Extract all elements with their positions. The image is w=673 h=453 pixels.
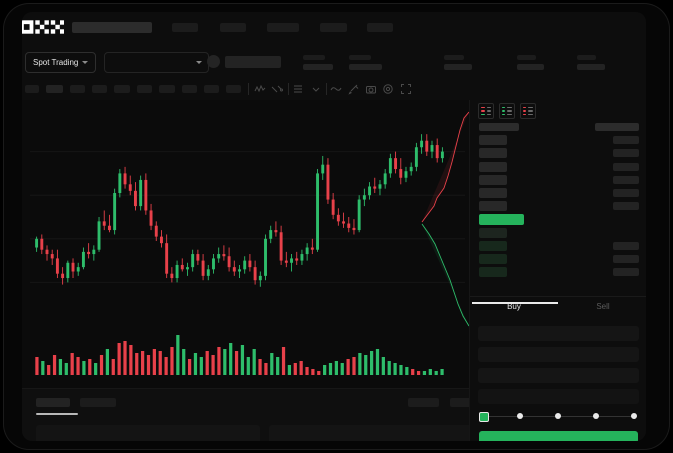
spot-trading-label: Spot Trading xyxy=(33,58,79,67)
bottom-tab-1[interactable] xyxy=(80,398,116,407)
orderbook-header-row xyxy=(470,122,646,132)
chart-toolbar xyxy=(22,78,646,101)
bottom-tab-0[interactable] xyxy=(36,398,70,407)
chevron-down-icon xyxy=(82,61,89,64)
chevron-down-icon[interactable] xyxy=(310,83,322,95)
tab-sell-label: Sell xyxy=(596,302,610,311)
bottom-action-0[interactable] xyxy=(408,398,439,407)
brush-icon[interactable] xyxy=(348,83,360,95)
interval-1m[interactable] xyxy=(25,85,39,93)
pair-avatar xyxy=(207,55,220,68)
volume-svg xyxy=(35,335,444,375)
orderbook-ask-row[interactable] xyxy=(470,187,646,198)
ticker-stat-2 xyxy=(444,55,472,70)
spot-trading-dropdown[interactable]: Spot Trading xyxy=(25,52,97,73)
camera-icon[interactable] xyxy=(365,83,377,95)
app-header xyxy=(22,12,646,46)
toolbar-separator xyxy=(326,83,327,95)
settings-icon[interactable] xyxy=(382,83,394,95)
tab-buy-underline xyxy=(472,302,558,304)
orders-panel xyxy=(22,388,491,441)
chevron-down-icon xyxy=(196,61,202,64)
price-chart[interactable] xyxy=(22,100,469,388)
price-field[interactable] xyxy=(478,347,639,362)
bottom-action-1[interactable] xyxy=(450,398,483,407)
toolbar-separator xyxy=(248,83,249,95)
orderbook-bids-icon[interactable] xyxy=(499,103,515,119)
interval-4h[interactable] xyxy=(137,85,152,93)
slider-dot-100[interactable] xyxy=(631,413,637,419)
interval-1mo[interactable] xyxy=(204,85,219,93)
slider-dot-50[interactable] xyxy=(555,413,561,419)
nav-item-4[interactable] xyxy=(367,23,393,32)
orderbook-ask-row[interactable] xyxy=(470,174,646,185)
submit-buy-button[interactable] xyxy=(479,431,638,441)
header-search-pill[interactable] xyxy=(72,22,152,33)
interval-1w[interactable] xyxy=(182,85,197,93)
interval-5m[interactable] xyxy=(46,85,63,93)
orderbook-asks-icon[interactable] xyxy=(520,103,536,119)
orders-card-1[interactable] xyxy=(269,425,491,441)
nav-item-3[interactable] xyxy=(320,23,347,32)
orderbook-last-price-row xyxy=(470,214,646,226)
interval-1d[interactable] xyxy=(159,85,175,93)
wave-icon[interactable] xyxy=(330,83,342,95)
last-price-highlight xyxy=(479,214,524,226)
orderbook-bid-row[interactable] xyxy=(470,267,646,278)
ticker-stat-4 xyxy=(577,55,605,70)
orderbook-rows[interactable] xyxy=(470,122,646,280)
depth-overlay xyxy=(421,111,469,327)
interval-1h[interactable] xyxy=(114,85,130,93)
orderbook-ask-row[interactable] xyxy=(470,135,646,146)
slider-dot-25[interactable] xyxy=(517,413,523,419)
interval-more[interactable] xyxy=(226,85,241,93)
interval-30m[interactable] xyxy=(92,85,107,93)
order-form xyxy=(470,322,646,441)
orderbook-bid-row[interactable] xyxy=(470,227,646,238)
buy-sell-tabs: Buy Sell xyxy=(470,296,646,323)
trend-line-icon[interactable] xyxy=(271,83,283,95)
candlestick-svg xyxy=(30,134,465,287)
orderbook-both-icon[interactable] xyxy=(478,103,494,119)
order-type-field[interactable] xyxy=(478,326,639,341)
orderbook-ask-row[interactable] xyxy=(470,201,646,212)
okx-logo[interactable] xyxy=(22,20,64,34)
line-chart-icon[interactable] xyxy=(254,83,266,95)
fullscreen-icon[interactable] xyxy=(400,83,412,95)
ticker-stat-1 xyxy=(349,55,382,70)
orderbook-ask-row[interactable] xyxy=(470,148,646,159)
amount-field[interactable] xyxy=(478,368,639,383)
pair-name xyxy=(225,56,281,68)
slider-handle-icon[interactable] xyxy=(479,412,489,422)
ticker-stat-3 xyxy=(517,55,544,70)
orderbook-panel: Buy Sell xyxy=(469,100,646,441)
interval-15m[interactable] xyxy=(70,85,85,93)
nav-item-1[interactable] xyxy=(220,23,246,32)
orderbook-bid-row[interactable] xyxy=(470,253,646,264)
amount-slider[interactable] xyxy=(479,411,639,422)
tab-buy[interactable]: Buy xyxy=(470,302,558,311)
tab-buy-label: Buy xyxy=(507,302,521,311)
total-field[interactable] xyxy=(478,389,639,404)
bottom-tab-active-underline xyxy=(36,413,78,415)
orders-card-0[interactable] xyxy=(36,425,260,441)
app-screen: Spot Trading xyxy=(22,12,646,441)
nav-item-0[interactable] xyxy=(172,23,198,32)
pair-select[interactable] xyxy=(104,52,209,73)
slider-dot-75[interactable] xyxy=(593,413,599,419)
fib-icon[interactable] xyxy=(292,83,304,95)
ticker-stat-0 xyxy=(303,55,333,70)
orderbook-view-toggles xyxy=(478,103,536,119)
toolbar-separator xyxy=(288,83,289,95)
orderbook-bid-row[interactable] xyxy=(470,240,646,251)
ticker-bar: Spot Trading xyxy=(22,46,646,79)
tab-sell[interactable]: Sell xyxy=(559,302,646,311)
orderbook-ask-row[interactable] xyxy=(470,161,646,172)
nav-item-2[interactable] xyxy=(267,23,299,32)
